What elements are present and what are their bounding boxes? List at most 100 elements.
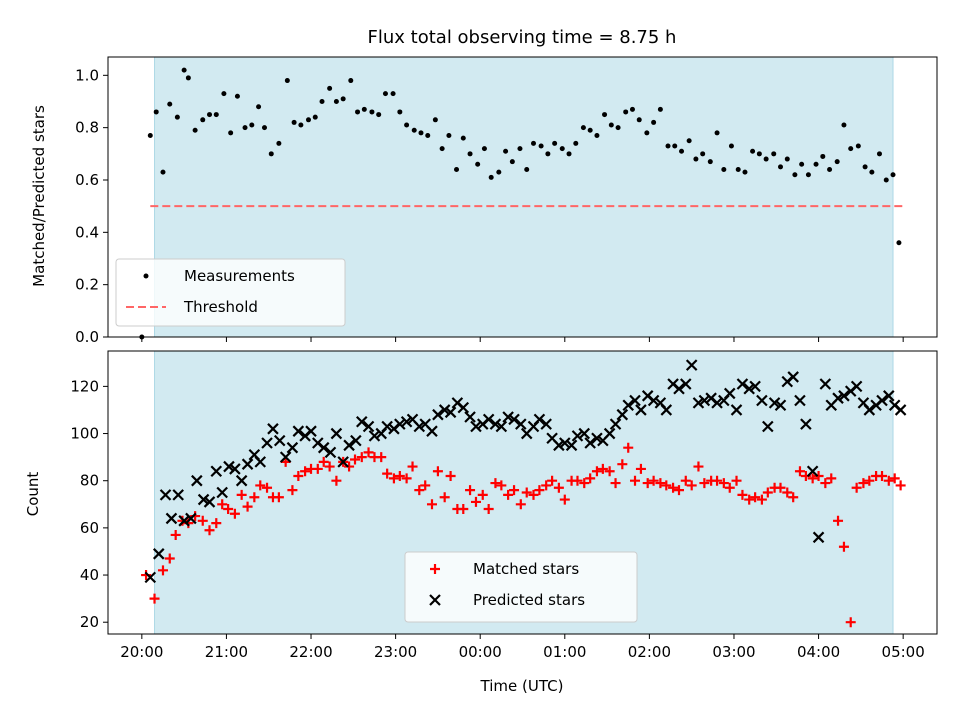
measurement-point [496,169,502,175]
predicted-stars-point [800,418,812,430]
measurement-point [602,112,608,118]
predicted-stars-point [432,408,444,421]
predicted-stars-point [286,441,299,454]
predicted-stars-point [622,399,635,412]
predicted-stars-point [723,387,736,400]
predicted-stars-point [819,378,832,390]
predicted-stars-point [185,512,197,525]
matched-stars-point [851,482,862,493]
matched-stars-point [229,508,240,519]
matched-stars-point [813,470,824,481]
matched-stars-point [788,492,799,503]
matched-stars-point [680,475,691,486]
measurement-point [580,125,586,131]
matched-stars-point [845,617,856,628]
measurement-point [454,167,460,173]
matched-stars-point [794,466,805,477]
predicted-stars-point [591,432,603,445]
predicted-stars-point [883,390,895,402]
predicted-stars-point [894,404,907,416]
predicted-stars-point [489,418,502,430]
x-tick-label: 20:00 [120,643,163,661]
measurement-point [876,151,882,157]
y-tick-label: 0.4 [75,223,99,241]
predicted-stars-point [229,463,241,475]
measurement-point [256,104,262,110]
predicted-stars-point [838,390,850,402]
plot-frame [107,350,938,635]
measurement-point [242,125,248,131]
predicted-stars-point [876,394,888,407]
measurement-point [503,148,509,154]
matched-stars-point [895,480,906,491]
measurement-point [784,156,790,162]
predicted-stars-point [832,392,844,404]
measurement-point [827,167,833,173]
matched-stars-point [750,492,761,503]
measurement-point [418,130,424,136]
matched-stars-point [630,475,641,486]
ratio-panel: 0.0 0.2 0.4 0.6 0.8 1.0 Measurements Threshold [75,56,938,346]
predicted-stars-point [317,441,330,454]
matched-stars-point [579,478,590,489]
legend-entry-matched-stars: Matched stars [473,560,579,578]
legend-box [404,551,638,623]
measurement-point [636,117,642,123]
matched-stars-point [344,461,355,472]
series-predicted-stars [144,359,907,584]
predicted-stars-point [438,404,451,416]
matched-stars-point [623,442,634,453]
matched-stars-point [432,466,443,477]
matched-stars-point [458,504,469,515]
predicted-stars-point [850,380,863,393]
measurement-point [174,114,180,120]
y-tick-label: 20 [80,613,99,631]
measurement-point [862,164,868,170]
matched-stars-point [503,489,514,500]
measurement-point [234,93,240,99]
matched-stars-point [255,480,266,491]
measurement-point [679,148,685,154]
predicted-stars-point [216,486,228,499]
matched-stars-point [515,499,526,510]
measurement-point [517,146,523,152]
predicted-stars-point [464,411,476,423]
matched-stars-point [204,525,215,536]
predicted-stars-point [515,418,527,430]
measurement-point [167,101,173,107]
matched-stars-point [858,478,869,489]
measurement-point [261,125,267,131]
matched-stars-point [242,501,253,512]
y-tick-label: 0.6 [75,171,99,189]
legend-entry-measurements: Measurements [184,267,295,285]
predicted-stars-point [730,404,743,416]
matched-stars-point [293,470,304,481]
predicted-stars-point [337,456,349,468]
measurement-point [291,119,297,125]
matched-stars-point [394,470,405,481]
predicted-stars-point [144,571,157,584]
matched-stars-point [756,494,767,505]
matched-stars-point [149,593,160,604]
measurement-point [397,109,403,115]
measurement-point [312,114,318,120]
measurement-point [566,151,572,157]
predicted-stars-point [235,474,248,487]
measurement-point [390,91,396,97]
predicted-stars-point [413,420,426,433]
predicted-stars-point [400,415,413,428]
x-tick-label: 03:00 [712,643,755,661]
measurement-point [552,140,558,146]
predicted-stars-point [203,496,216,508]
x-tick-label: 00:00 [459,643,502,661]
measurement-point [657,106,663,112]
measurement-point [644,130,650,136]
matched-stars-point [661,480,672,491]
matched-stars-point [414,485,425,496]
measurement-point [524,167,530,173]
y-tick-label: 120 [70,377,99,395]
measurement-point [181,67,187,73]
measurement-point [587,127,593,133]
measurement-point [672,143,678,149]
predicted-stars-point [647,394,660,407]
